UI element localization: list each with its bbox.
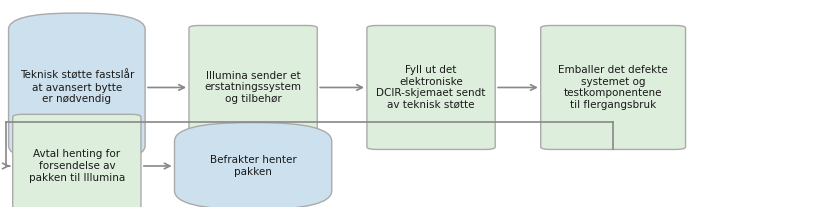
Text: Befrakter henter
pakken: Befrakter henter pakken [209, 155, 296, 177]
FancyBboxPatch shape [8, 13, 145, 162]
Text: Illumina sender et
erstatningssystem
og tilbehør: Illumina sender et erstatningssystem og … [205, 71, 301, 104]
FancyBboxPatch shape [367, 26, 494, 150]
FancyBboxPatch shape [540, 26, 685, 150]
FancyBboxPatch shape [189, 26, 317, 150]
FancyBboxPatch shape [174, 123, 331, 208]
FancyBboxPatch shape [12, 114, 141, 208]
Text: Fyll ut det
elektroniske
DCIR-skjemaet sendt
av teknisk støtte: Fyll ut det elektroniske DCIR-skjemaet s… [376, 65, 485, 110]
Text: Avtal henting for
forsendelse av
pakken til Illumina: Avtal henting for forsendelse av pakken … [29, 149, 125, 183]
Text: Teknisk støtte fastslår
at avansert bytte
er nødvendig: Teknisk støtte fastslår at avansert bytt… [20, 71, 134, 104]
Text: Emballer det defekte
systemet og
testkomponentene
til flergangsbruk: Emballer det defekte systemet og testkom… [557, 65, 667, 110]
